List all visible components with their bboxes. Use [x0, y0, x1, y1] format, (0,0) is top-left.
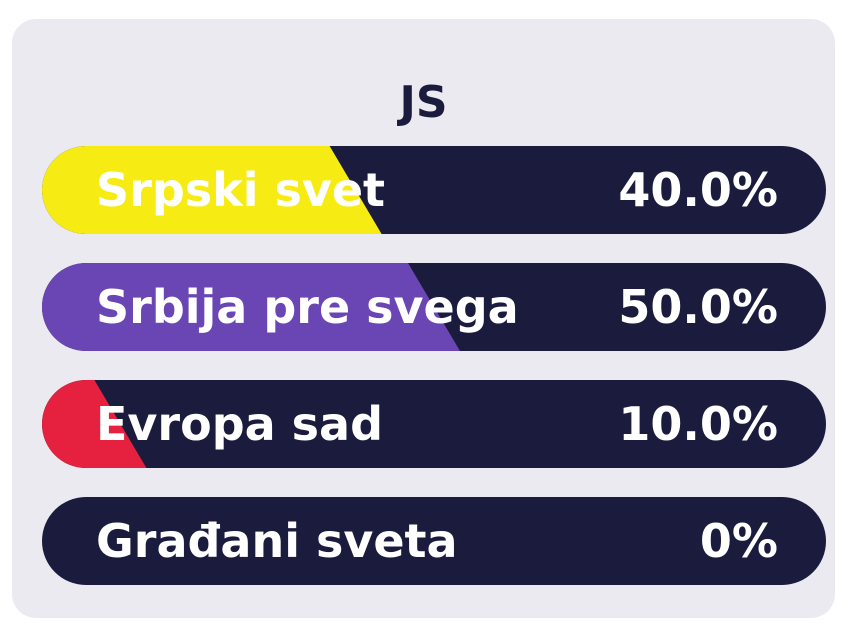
bar-row: Srbija pre svega 50.0%: [42, 263, 826, 351]
bar-row: Građani sveta 0%: [42, 497, 826, 585]
bar-graphic: [42, 146, 826, 234]
bar-row: Evropa sad 10.0%: [42, 380, 826, 468]
bar-graphic: [42, 380, 826, 468]
bar-fill: [42, 146, 382, 234]
bar-value: 0%: [699, 514, 778, 568]
bar-track: [42, 380, 826, 468]
bar-track: [42, 497, 826, 585]
bar-label: Srpski svet: [96, 163, 386, 217]
chart-title: JS: [399, 77, 448, 128]
bar-graphic: [42, 263, 826, 351]
bar-value: 50.0%: [618, 280, 778, 334]
bar-fill: [42, 380, 147, 468]
bar-value: 40.0%: [618, 163, 778, 217]
bar-graphic: [42, 497, 826, 585]
bar-fill: [42, 263, 460, 351]
bar-label: Srbija pre svega: [96, 280, 519, 334]
bar-label: Evropa sad: [96, 397, 384, 451]
bar-value: 10.0%: [618, 397, 778, 451]
bar-label: Građani sveta: [96, 514, 458, 568]
poll-card: JS Srpski svet 40.0% Srbija pre svega 50.0%…: [12, 19, 835, 618]
bar-row: Srpski svet 40.0%: [42, 146, 826, 234]
